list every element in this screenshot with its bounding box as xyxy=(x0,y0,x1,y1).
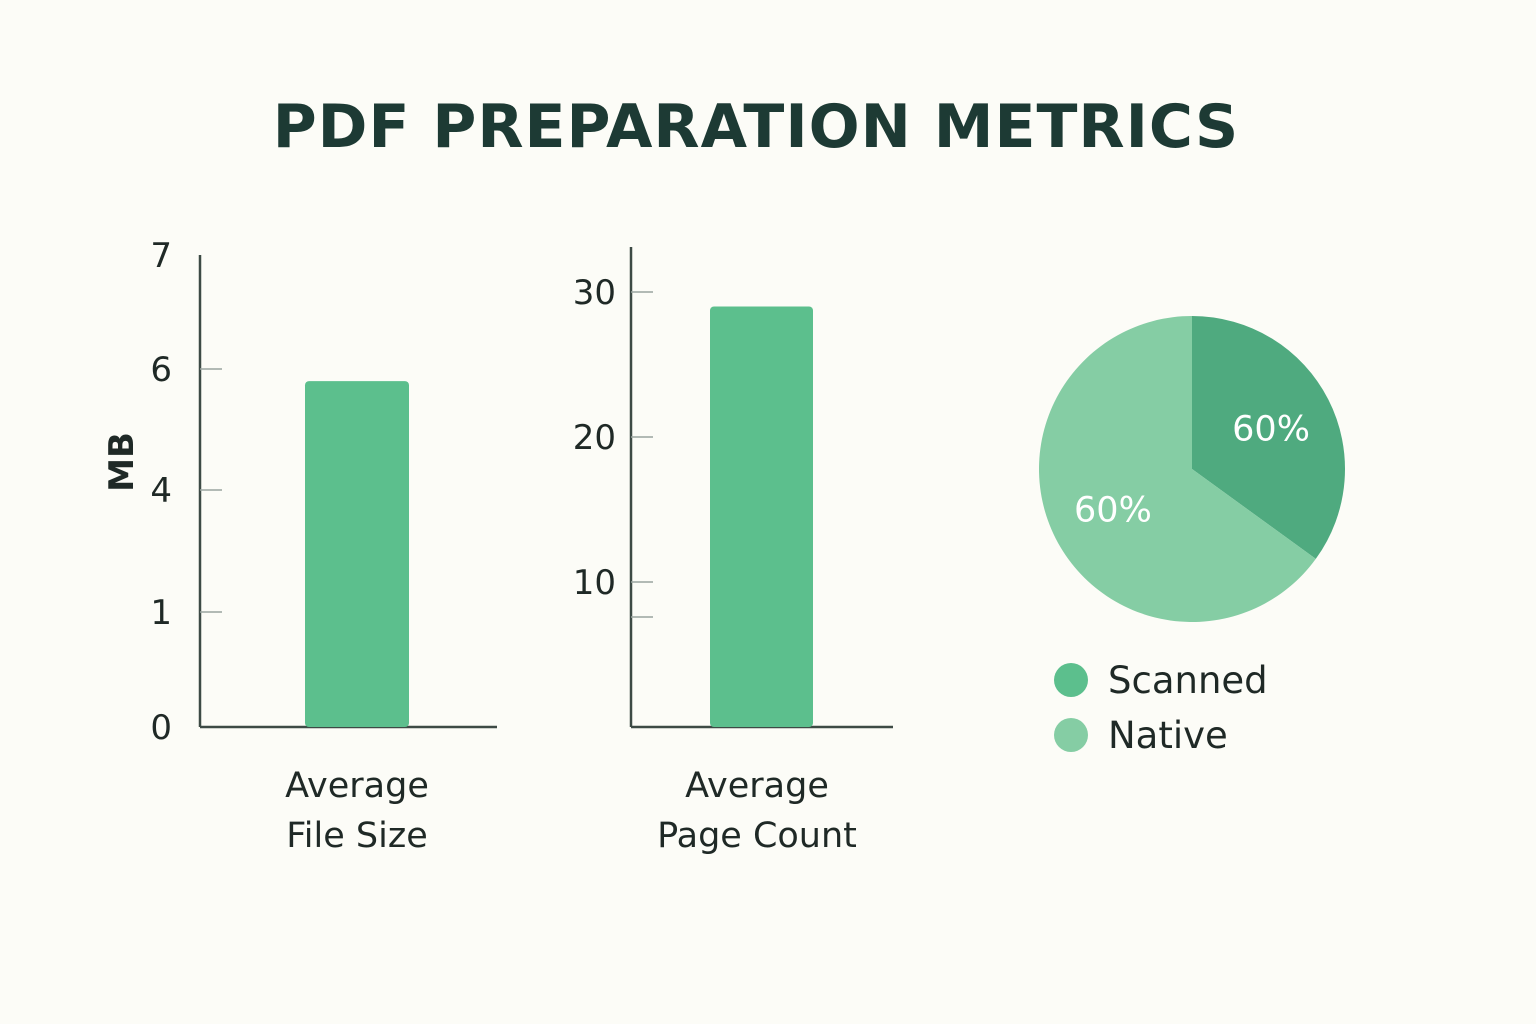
page-title: PDF PREPARATION METRICS xyxy=(272,92,1240,162)
y-tick-label: 7 xyxy=(150,236,172,276)
legend-swatch-scanned xyxy=(1054,663,1088,697)
bar-average-file-size xyxy=(305,381,409,727)
legend-swatch-native xyxy=(1054,718,1088,752)
y-tick-label: 4 xyxy=(150,471,172,511)
legend-label-native: Native xyxy=(1108,714,1228,757)
file-size-chart: 0 1 4 6 7 MB Average File Size xyxy=(102,236,497,856)
page-count-chart: 10 20 30 Average Page Count xyxy=(573,247,893,856)
category-label: File Size xyxy=(286,816,428,856)
pie-data-label: 60% xyxy=(1074,490,1152,530)
category-label: Average xyxy=(685,766,829,806)
y-tick-label: 1 xyxy=(150,593,172,633)
y-tick-label: 20 xyxy=(573,418,616,458)
y-tick-label: 10 xyxy=(573,563,616,603)
category-label: Page Count xyxy=(657,816,857,856)
y-tick-label: 30 xyxy=(573,273,616,313)
y-tick-label: 6 xyxy=(150,350,172,390)
y-axis-label: MB xyxy=(102,432,142,492)
pie-slice-scanned xyxy=(1192,316,1345,559)
pie-data-label: 60% xyxy=(1232,410,1310,450)
y-tick-label: 0 xyxy=(150,708,172,748)
pdf-type-pie-chart: 60% 60% Scanned Native xyxy=(1039,316,1345,757)
bar-average-page-count xyxy=(710,306,813,727)
category-label: Average xyxy=(285,766,429,806)
legend-label-scanned: Scanned xyxy=(1108,659,1268,702)
pie-slice-native xyxy=(1039,316,1316,622)
